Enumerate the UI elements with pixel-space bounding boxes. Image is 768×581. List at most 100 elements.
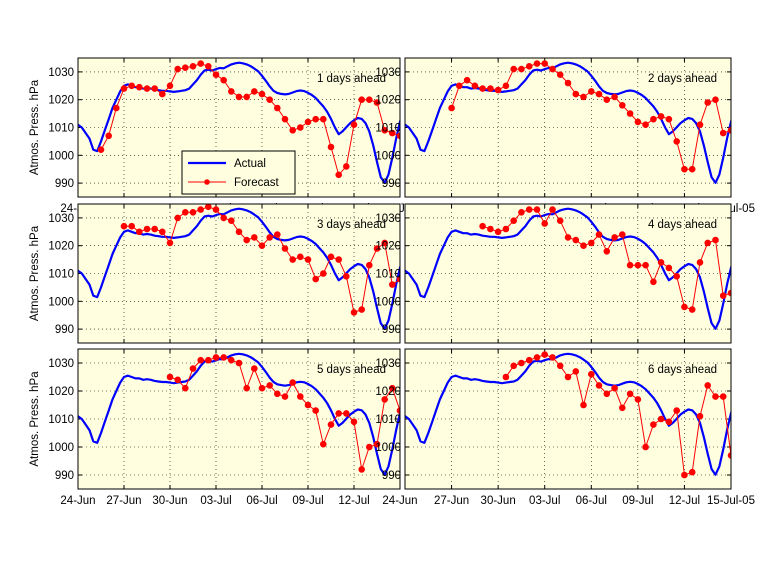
forecast-point <box>197 60 204 67</box>
forecast-point <box>712 236 719 244</box>
y-tick-label: 1030 <box>375 213 401 225</box>
forecast-point <box>696 412 704 420</box>
forecast-point <box>297 124 304 131</box>
forecast-point <box>681 471 688 479</box>
forecast-point <box>159 228 166 236</box>
panel-title: 4 days ahead <box>648 219 717 231</box>
x-tick-label: 27-Jun <box>434 495 469 507</box>
forecast-point <box>611 384 618 392</box>
y-tick-label: 990 <box>55 470 74 482</box>
forecast-point <box>343 273 350 280</box>
forecast-point <box>479 85 486 92</box>
x-tick-label: 03-Jul <box>200 495 231 507</box>
forecast-point <box>128 82 135 90</box>
plot-frame <box>404 57 732 198</box>
forecast-point <box>518 209 525 216</box>
forecast-point <box>665 264 673 272</box>
forecast-point <box>487 85 494 92</box>
forecast-point <box>595 382 603 389</box>
forecast-point <box>312 407 320 414</box>
y-tick-label: 990 <box>55 324 74 336</box>
forecast-point <box>673 407 681 414</box>
forecast-point <box>556 217 564 224</box>
forecast-point <box>151 85 158 92</box>
forecast-point <box>381 127 389 134</box>
forecast-point <box>712 96 719 103</box>
series-group <box>405 60 731 184</box>
forecast-point <box>502 225 510 233</box>
x-tick-label: 15-Jul-05 <box>707 495 755 507</box>
forecast-point <box>281 245 289 252</box>
forecast-point <box>358 96 366 103</box>
forecast-point <box>673 273 681 280</box>
forecast-point <box>358 306 366 313</box>
forecast-point <box>510 65 518 73</box>
forecast-point <box>373 245 381 252</box>
y-tick-label: 1020 <box>375 241 401 253</box>
plot-frame <box>77 203 401 344</box>
forecast-point <box>136 83 143 91</box>
y-tick-label: 1000 <box>375 442 401 454</box>
forecast-point <box>719 129 727 137</box>
x-tick-label: 24-Jun <box>382 495 417 507</box>
forecast-point <box>595 231 603 238</box>
forecast-point <box>719 393 727 400</box>
y-tick-label: 1020 <box>48 241 74 253</box>
forecast-point <box>665 418 673 426</box>
forecast-point <box>580 93 587 101</box>
forecast-point <box>510 362 518 370</box>
forecast-point <box>626 110 634 117</box>
x-tick-label: 09-Jul <box>292 495 323 507</box>
x-tick-label: 09-Jul <box>622 495 653 507</box>
forecast-point <box>572 368 580 375</box>
forecast-point <box>595 90 603 98</box>
forecast-point <box>159 90 166 98</box>
forecast-point <box>220 76 227 84</box>
forecast-point <box>533 354 541 361</box>
forecast-point <box>212 71 220 78</box>
forecast-point <box>251 88 258 95</box>
forecast-point <box>381 396 389 403</box>
forecast-point <box>166 82 174 90</box>
panel-4: 990 1000 1010 1020 1030 4 days ahead <box>375 203 732 344</box>
forecast-point <box>220 354 227 361</box>
forecast-point <box>289 379 297 386</box>
forecast-point <box>518 65 525 73</box>
forecast-point <box>205 63 212 70</box>
forecast-point <box>396 275 400 283</box>
y-axis-label: Atmos. Press. hPa <box>29 225 41 321</box>
forecast-point <box>235 93 243 101</box>
forecast-point <box>727 289 731 297</box>
forecast-point <box>274 104 281 112</box>
plot-frame <box>77 348 401 490</box>
forecast-point <box>719 292 727 300</box>
forecast-point <box>243 236 250 244</box>
panel-5: 990 1000 1010 1020 1030 24-Jun 27-Jun 30-Jun 03-… <box>29 348 418 507</box>
forecast-point <box>274 231 281 238</box>
forecast-point <box>502 373 510 381</box>
forecast-point <box>603 390 611 398</box>
forecast-point <box>688 468 696 476</box>
y-tick-label: 1020 <box>48 95 74 107</box>
x-tick-label: 12-Jul <box>338 495 369 507</box>
x-tick-label: 27-Jun <box>106 495 141 507</box>
y-tick-label: 990 <box>382 324 401 336</box>
forecast-point <box>657 113 665 120</box>
forecast-point <box>235 359 243 367</box>
x-tick-label: 30-Jun <box>481 495 516 507</box>
forecast-point <box>696 121 704 128</box>
forecast-point <box>320 115 327 123</box>
forecast-point <box>556 362 564 370</box>
forecast-point <box>518 359 525 367</box>
forecast-point <box>463 76 471 84</box>
forecast-point <box>266 96 274 103</box>
forecast-point <box>572 236 580 244</box>
forecast-point <box>350 121 358 128</box>
forecast-point <box>502 82 510 90</box>
forecast-point <box>696 259 704 266</box>
forecast-point <box>549 354 556 361</box>
forecast-point <box>358 466 366 473</box>
forecast-point <box>389 281 396 288</box>
forecast-point <box>588 370 595 378</box>
